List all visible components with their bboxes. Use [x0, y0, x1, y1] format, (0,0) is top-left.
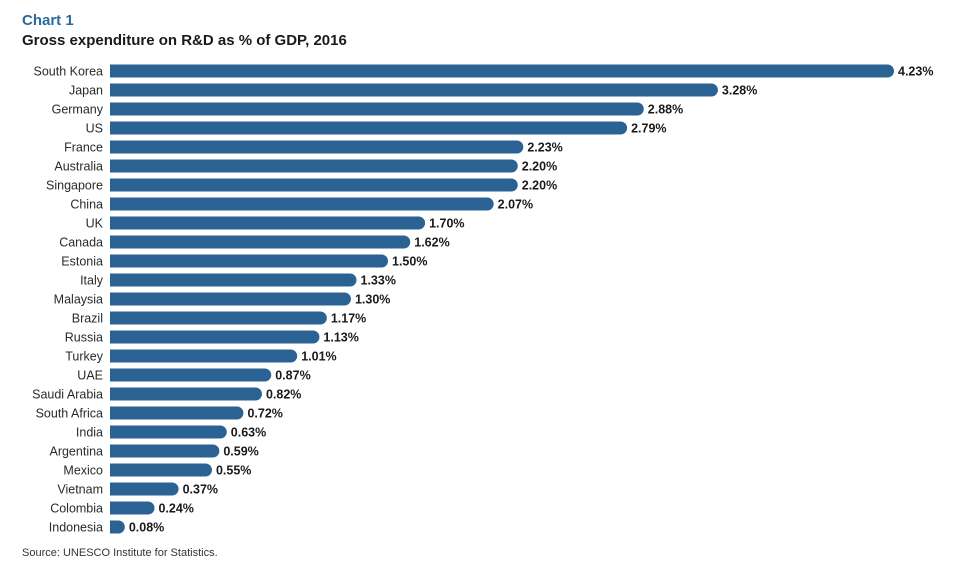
category-label: China: [70, 198, 103, 212]
bar: [110, 387, 262, 401]
category-label: South Africa: [36, 407, 103, 421]
bar: [110, 64, 895, 78]
data-label: 0.63%: [231, 426, 266, 440]
data-label: 0.08%: [129, 521, 164, 535]
data-label: 2.23%: [527, 141, 562, 155]
bar: [110, 444, 220, 458]
bar: [110, 482, 179, 496]
bar: [110, 83, 718, 97]
category-label: Indonesia: [49, 521, 103, 535]
data-label: 1.30%: [355, 293, 390, 307]
category-label: Saudi Arabia: [32, 388, 103, 402]
data-label: 1.01%: [301, 350, 336, 364]
category-label: India: [76, 426, 103, 440]
category-label: Argentina: [49, 445, 103, 459]
bar: [110, 463, 212, 477]
bar: [110, 425, 227, 439]
category-label: Singapore: [46, 179, 103, 193]
category-label: UK: [86, 217, 104, 231]
data-label: 0.55%: [216, 464, 251, 478]
category-label: Italy: [80, 274, 104, 288]
bar: [110, 178, 518, 192]
data-label: 3.28%: [722, 84, 757, 98]
data-label: 0.82%: [266, 388, 301, 402]
category-label: Mexico: [63, 464, 103, 478]
data-label: 1.13%: [323, 331, 358, 345]
data-label: 0.59%: [223, 445, 258, 459]
bar: [110, 292, 351, 306]
category-label: Australia: [54, 160, 103, 174]
bar: [110, 102, 644, 116]
data-label: 2.88%: [648, 103, 683, 117]
data-label: 2.20%: [522, 179, 557, 193]
category-label: Colombia: [50, 502, 103, 516]
bar: [110, 254, 389, 268]
category-label: Turkey: [65, 350, 103, 364]
category-label: Malaysia: [54, 293, 103, 307]
bar: [110, 368, 272, 382]
data-label: 2.07%: [498, 198, 533, 212]
data-label: 2.20%: [522, 160, 557, 174]
category-label: South Korea: [34, 65, 104, 79]
data-label: 0.72%: [247, 407, 282, 421]
category-label: Russia: [65, 331, 103, 345]
bar: [110, 330, 320, 344]
data-label: 0.24%: [158, 502, 193, 516]
category-label: Vietnam: [57, 483, 103, 497]
category-label: France: [64, 141, 103, 155]
category-label: Germany: [52, 103, 104, 117]
category-label: US: [86, 122, 103, 136]
data-label: 1.33%: [361, 274, 396, 288]
bar: [110, 311, 327, 325]
bar: [110, 216, 426, 230]
data-label: 0.87%: [275, 369, 310, 383]
category-label: Japan: [69, 84, 103, 98]
source-note: Source: UNESCO Institute for Statistics.: [22, 547, 218, 559]
bar: [110, 501, 155, 515]
category-label: Brazil: [72, 312, 103, 326]
category-label: Canada: [59, 236, 103, 250]
bar: [110, 349, 298, 363]
category-label: UAE: [77, 369, 103, 383]
data-label: 2.79%: [631, 122, 666, 136]
chart-label: Chart 1: [22, 12, 74, 29]
data-label: 1.70%: [429, 217, 464, 231]
category-label: Estonia: [61, 255, 103, 269]
bar: [110, 197, 494, 211]
bar: [110, 273, 357, 287]
data-label: 1.17%: [331, 312, 366, 326]
bar: [110, 235, 411, 249]
data-label: 4.23%: [898, 65, 933, 79]
bar: [110, 406, 244, 420]
bar: [110, 520, 125, 534]
data-label: 1.50%: [392, 255, 427, 269]
chart-title: Gross expenditure on R&D as % of GDP, 20…: [22, 32, 347, 49]
bar: [110, 121, 628, 135]
data-label: 1.62%: [414, 236, 449, 250]
data-label: 0.37%: [183, 483, 218, 497]
bar: [110, 140, 524, 154]
bar: [110, 159, 518, 173]
